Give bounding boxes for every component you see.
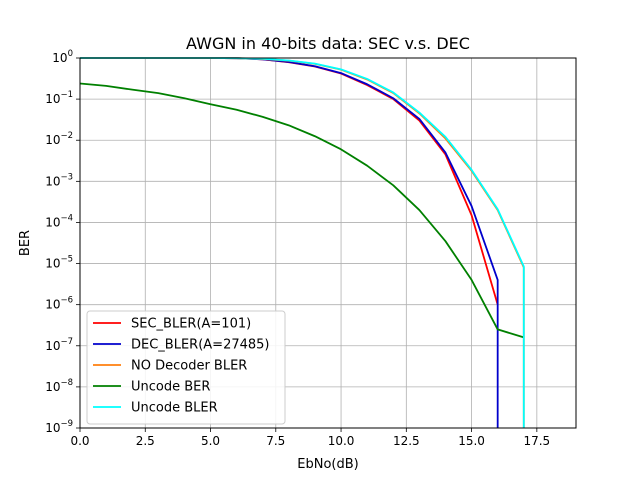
legend-box	[86, 310, 286, 425]
legend-label: Uncode BLER	[131, 401, 218, 416]
chart-title: AWGN in 40-bits data: SEC v.s. DEC	[186, 34, 470, 53]
x-tick-label: 0.0	[70, 434, 89, 448]
y-tick-label: 10−5	[45, 255, 73, 271]
x-tick-label: 5.0	[201, 434, 220, 448]
y-tick-label: 10−4	[45, 213, 73, 229]
legend-label: Uncode BER	[131, 380, 210, 395]
y-tick-label: 10−1	[45, 90, 73, 106]
x-axis-ticks: 0.0 2.5 5.0 7.5 10.0 12.5 15.0 17.5	[70, 428, 550, 448]
x-tick-label: 12.5	[393, 434, 420, 448]
series-line-3	[79, 82, 525, 339]
x-axis-label: EbNo(dB)	[297, 457, 358, 472]
legend: SEC_BLER(A=101) DEC_BLER(A=27485) NO Decod…	[86, 310, 286, 425]
y-tick-label: 10−9	[45, 419, 73, 435]
y-axis-label: BER	[18, 230, 33, 256]
y-tick-label: 10−7	[45, 337, 73, 353]
legend-label: DEC_BLER(A=27485)	[131, 338, 270, 353]
x-tick-label: 10.0	[328, 434, 355, 448]
legend-label: NO Decoder BLER	[131, 359, 247, 374]
y-tick-label: 10−8	[45, 378, 73, 394]
x-tick-label: 7.5	[266, 434, 285, 448]
x-tick-label: 2.5	[136, 434, 155, 448]
y-tick-label: 10−6	[45, 296, 73, 312]
y-tick-label: 10−2	[45, 131, 73, 147]
legend-label: SEC_BLER(A=101)	[131, 317, 251, 332]
x-tick-label: 17.5	[523, 434, 550, 448]
x-tick-label: 15.0	[458, 434, 485, 448]
plot-frame	[79, 57, 577, 429]
y-tick-label: 100	[52, 49, 73, 65]
y-axis-ticks: 100 10−1 10−2 10−3 10−4 10−5 10−6 10−7 10−8 10−9	[45, 49, 80, 435]
y-tick-label: 10−3	[45, 172, 73, 188]
